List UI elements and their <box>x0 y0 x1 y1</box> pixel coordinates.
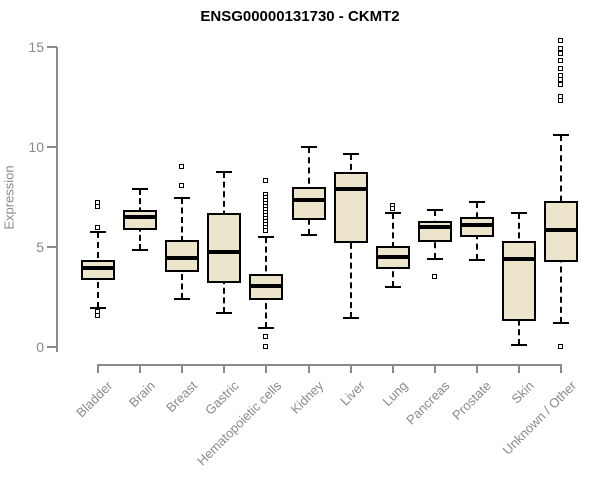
outlier-point <box>179 182 185 188</box>
whisker-cap-high <box>468 200 485 203</box>
x-axis-label: Unknown / Other <box>499 378 579 458</box>
whisker-cap-high <box>90 230 106 233</box>
whisker-cap-low <box>132 248 149 251</box>
box <box>502 240 536 321</box>
median-line <box>125 214 156 219</box>
outlier-point <box>263 227 269 233</box>
y-tick-label: 5 <box>36 238 44 255</box>
x-tick <box>139 364 142 373</box>
median-line <box>83 265 113 270</box>
median-line <box>209 249 240 254</box>
median-line <box>461 222 492 227</box>
x-axis-line <box>97 364 563 366</box>
x-tick <box>181 364 184 373</box>
outlier-point <box>558 81 564 87</box>
outlier-point <box>389 205 395 211</box>
box <box>459 216 494 237</box>
outlier-point <box>558 50 564 56</box>
x-tick <box>307 364 310 373</box>
whisker-cap-low <box>258 326 275 329</box>
whisker-cap-low <box>174 297 191 300</box>
whisker-cap-high <box>342 152 359 155</box>
median-line <box>504 256 534 261</box>
whisker-cap-high <box>553 133 570 136</box>
x-axis-label: Pancreas <box>402 378 453 428</box>
whisker-cap-low <box>511 343 527 346</box>
x-axis-label: Prostate <box>449 378 495 423</box>
outlier-point <box>558 343 564 349</box>
whisker-cap-high <box>426 208 443 211</box>
box <box>207 212 242 283</box>
y-tick <box>47 245 57 248</box>
box <box>291 186 326 220</box>
whisker-cap-high <box>384 211 401 214</box>
box <box>81 259 115 280</box>
whisker-cap-high <box>300 145 317 148</box>
whisker-cap-low <box>384 285 401 288</box>
whisker-cap-high <box>132 187 149 190</box>
y-tick-label: 10 <box>28 138 44 155</box>
y-tick <box>47 345 57 348</box>
outlier-point <box>95 203 100 209</box>
outlier-point <box>558 37 564 43</box>
outlier-point <box>558 65 564 71</box>
x-tick <box>265 364 268 373</box>
outlier-point <box>95 312 100 318</box>
x-axis-label: Kidney <box>287 378 327 417</box>
whisker-cap-low <box>342 316 359 319</box>
whisker-cap-high <box>258 235 275 238</box>
x-axis-label: Liver <box>337 378 369 409</box>
outlier-point <box>263 177 269 183</box>
x-tick <box>518 364 520 373</box>
x-tick <box>349 364 352 373</box>
outlier-point <box>558 45 564 51</box>
x-tick <box>97 364 99 373</box>
x-tick <box>560 364 563 373</box>
x-axis-label: Brain <box>125 378 158 411</box>
median-line <box>377 254 408 259</box>
median-line <box>546 227 577 232</box>
whisker-cap-low <box>468 258 485 261</box>
whisker-cap-high <box>511 211 527 214</box>
chart-title: ENSG00000131730 - CKMT2 <box>200 8 400 25</box>
outlier-point <box>558 57 564 63</box>
x-tick <box>223 364 226 373</box>
whisker-cap-low <box>216 311 233 314</box>
y-tick-label: 0 <box>36 338 44 355</box>
outlier-point <box>263 343 269 349</box>
whisker-cap-low <box>553 321 570 324</box>
x-tick <box>391 364 394 373</box>
y-tick <box>47 45 57 48</box>
whisker-cap-low <box>300 233 317 236</box>
box <box>333 171 368 243</box>
y-tick-label: 15 <box>28 38 44 55</box>
x-tick <box>475 364 478 373</box>
outlier-point <box>95 224 100 230</box>
whisker-cap-high <box>216 170 233 173</box>
outlier-point <box>263 333 269 339</box>
x-axis-label: Gastric <box>202 378 242 418</box>
whisker-cap-high <box>174 196 191 199</box>
median-line <box>167 255 198 260</box>
outlier-point <box>431 273 437 279</box>
box <box>123 209 158 230</box>
x-tick <box>433 364 436 373</box>
whisker-cap-low <box>426 257 443 260</box>
whisker-cap-low <box>90 306 106 309</box>
median-line <box>419 224 450 229</box>
y-axis-line <box>56 46 58 352</box>
median-line <box>251 283 282 288</box>
x-axis-label: Lung <box>379 378 411 410</box>
x-axis-label: Bladder <box>73 378 116 421</box>
median-line <box>335 186 366 191</box>
outlier-point <box>558 97 564 103</box>
outlier-point <box>558 76 564 82</box>
outlier-point <box>179 163 185 169</box>
x-axis-label: Skin <box>508 378 537 407</box>
x-axis-label: Breast <box>162 378 200 416</box>
y-axis-title: Expression <box>1 165 17 230</box>
y-tick <box>47 145 57 148</box>
median-line <box>293 197 324 202</box>
